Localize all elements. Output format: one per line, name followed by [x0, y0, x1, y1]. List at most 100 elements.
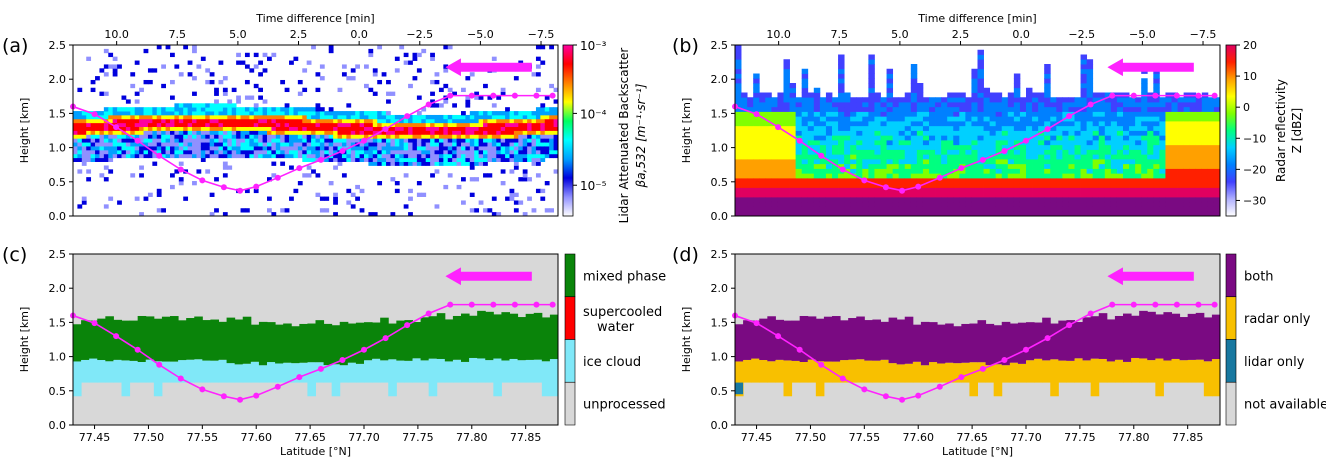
b-reflectivity-cell [856, 163, 863, 169]
c-category-cell [121, 360, 131, 397]
a-backscatter-cell [284, 122, 290, 128]
b-reflectivity-cell [1177, 159, 1185, 165]
b-reflectivity-cell [1074, 121, 1081, 127]
b-reflectivity-cell [1019, 187, 1027, 193]
a-backscatter-cell [121, 114, 127, 120]
a-backscatter-cell [333, 153, 338, 159]
a-backscatter-cell [196, 130, 202, 135]
a-backscatter-cell [527, 142, 532, 147]
a-backscatter-cell [253, 114, 259, 120]
a-backscatter-cell [73, 118, 78, 124]
a-backscatter-cell [403, 122, 409, 128]
b-reflectivity-cell [1159, 144, 1166, 150]
a-backscatter-cell [469, 72, 475, 77]
a-backscatter-cell [315, 72, 321, 77]
b-reflectivity-cell [886, 173, 894, 179]
a-backscatter-cell [267, 126, 272, 131]
b-reflectivity-cell [850, 197, 857, 203]
b-reflectivity-cell [1171, 154, 1178, 160]
a-backscatter-cell [134, 114, 140, 120]
b-reflectivity-cell [856, 187, 863, 193]
b-reflectivity-cell [759, 121, 766, 127]
a-backscatter-cell [134, 142, 140, 147]
a-backscatter-cell [438, 146, 444, 151]
b-reflectivity-cell [862, 187, 869, 193]
a-backscatter-cell [381, 114, 387, 120]
b-reflectivity-cell [965, 149, 972, 155]
b-reflectivity-cell [735, 116, 742, 122]
a-backscatter-cell [447, 173, 453, 178]
a-backscatter-cell [86, 130, 92, 135]
a-backscatter-cell [483, 114, 488, 120]
b-reflectivity-cell [1129, 197, 1136, 203]
b-reflectivity-cell [977, 78, 984, 84]
a-backscatter-cell [192, 142, 197, 147]
a-backscatter-cell [103, 142, 109, 147]
b-reflectivity-cell [868, 130, 875, 136]
b-reflectivity-cell [977, 73, 984, 79]
b-reflectivity-cell [1092, 206, 1100, 212]
b-reflectivity-cell [1177, 173, 1185, 179]
b-reflectivity-cell [747, 178, 754, 184]
b-reflectivity-cell [759, 144, 766, 150]
b-reflectivity-cell [813, 97, 821, 103]
b-reflectivity-cell [983, 111, 991, 117]
b-reflectivity-cell [880, 121, 887, 127]
a-backscatter-cell [77, 114, 83, 120]
b-reflectivity-cell [1013, 106, 1021, 112]
b-reflectivity-cell [795, 197, 803, 203]
a-backscatter-cell [152, 130, 158, 135]
c-category-cell [178, 320, 187, 361]
b-reflectivity-cell [765, 182, 772, 188]
d-flight-track-point [1211, 301, 1218, 308]
a-backscatter-cell [443, 99, 449, 104]
b-reflectivity-cell [1123, 211, 1130, 217]
b-reflectivity-cell [1050, 149, 1057, 155]
b-reflectivity-cell [874, 206, 881, 212]
a-backscatter-cell [200, 130, 206, 135]
a-backscatter-cell [267, 208, 272, 213]
a-backscatter-cell [505, 153, 510, 159]
a-backscatter-cell [293, 149, 299, 155]
d-category-cell [767, 316, 776, 362]
b-reflectivity-cell [1195, 201, 1203, 207]
b-reflectivity-cell [1135, 140, 1142, 146]
c-category-cell [186, 359, 195, 383]
b-reflectivity-cell [832, 173, 839, 179]
b-reflectivity-cell [977, 92, 984, 98]
b-reflectivity-cell [989, 197, 997, 203]
d-panel-label: (d) [672, 244, 699, 266]
b-reflectivity-cell [1038, 201, 1045, 207]
a-backscatter-cell [200, 134, 206, 139]
b-reflectivity-cell [1159, 206, 1166, 212]
b-reflectivity-cell [941, 116, 948, 122]
a-backscatter-cell [474, 142, 480, 147]
d-category-cell [1131, 315, 1140, 358]
a-backscatter-cell [438, 142, 444, 147]
b-reflectivity-cell [935, 182, 942, 188]
b-reflectivity-cell [929, 192, 936, 198]
a-backscatter-cell [359, 208, 365, 213]
b-reflectivity-cell [838, 68, 845, 74]
b-colorbar-tick-label: −20 [1243, 163, 1266, 176]
b-reflectivity-cell [1026, 130, 1033, 136]
b-reflectivity-cell [1171, 97, 1178, 103]
b-reflectivity-cell [910, 211, 918, 217]
b-reflectivity-cell [898, 135, 906, 141]
b-reflectivity-cell [959, 92, 966, 98]
b-reflectivity-cell [922, 197, 930, 203]
a-backscatter-cell [73, 149, 78, 155]
b-reflectivity-cell [1013, 159, 1021, 165]
a-backscatter-cell [170, 146, 175, 151]
b-reflectivity-cell [1189, 149, 1197, 155]
b-reflectivity-cell [1032, 173, 1039, 179]
a-backscatter-cell [178, 181, 184, 186]
a-backscatter-cell [73, 153, 78, 159]
b-reflectivity-cell [759, 111, 766, 117]
c-legend-swatch [564, 253, 576, 298]
b-reflectivity-cell [874, 211, 881, 217]
b-reflectivity-cell [1195, 168, 1203, 174]
b-reflectivity-cell [1123, 168, 1130, 174]
b-reflectivity-cell [1038, 168, 1045, 174]
c-category-cell [97, 360, 106, 383]
